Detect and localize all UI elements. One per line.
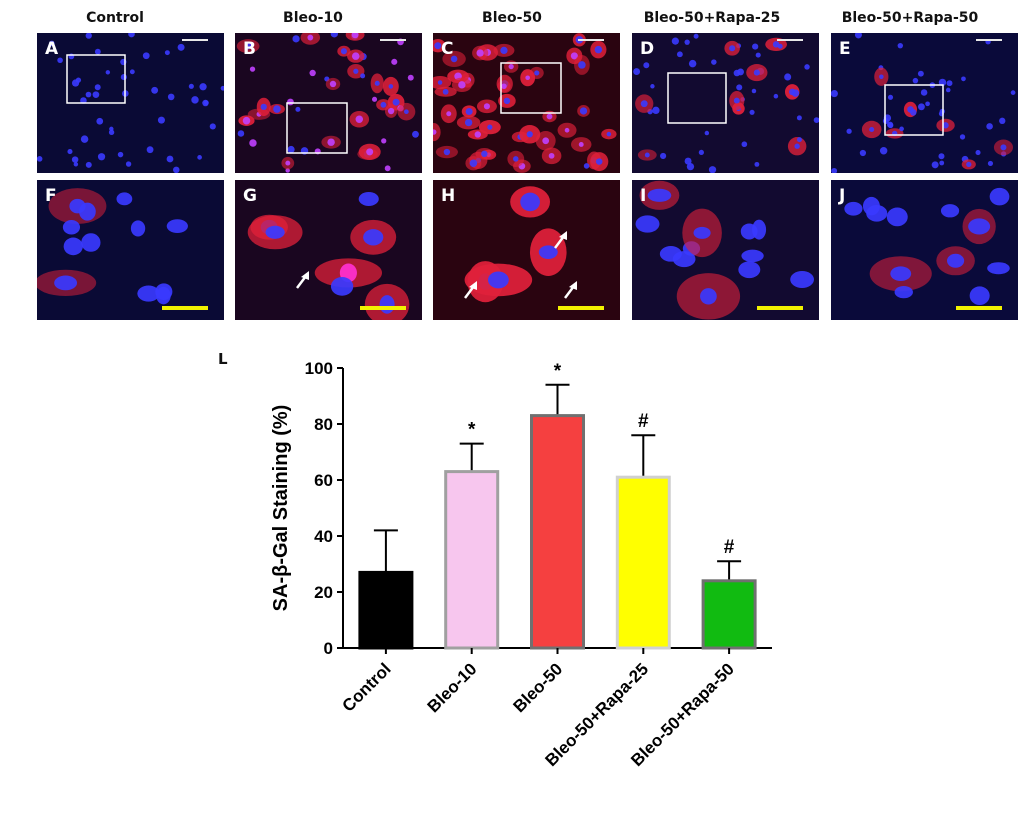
bar-control bbox=[358, 570, 414, 650]
x-tick-label: Bleo-10 bbox=[424, 659, 481, 716]
micrograph-panel-j: J bbox=[831, 180, 1018, 320]
micrograph-panel-b: B bbox=[235, 33, 422, 173]
scale-bar bbox=[956, 306, 1002, 310]
micrograph-panel-c: C bbox=[433, 33, 620, 173]
panel-letter: J bbox=[839, 186, 846, 206]
y-axis-label: SA-β-Gal Staining (%) bbox=[270, 405, 292, 612]
significance-marker: * bbox=[468, 420, 476, 441]
bar-bleo-10 bbox=[444, 470, 500, 650]
micrograph-panel-f: F bbox=[37, 180, 224, 320]
micrograph-panel-i: I bbox=[632, 180, 819, 320]
significance-marker: # bbox=[638, 411, 649, 432]
panel-letter: F bbox=[45, 186, 57, 206]
column-title-bleo-50-rapa-25: Bleo-50+Rapa-25 bbox=[643, 10, 781, 26]
y-tick-label: 0 bbox=[324, 639, 333, 658]
column-title-control: Control bbox=[86, 10, 144, 26]
bar-bleo-50 bbox=[530, 414, 585, 650]
significance-marker: # bbox=[724, 537, 735, 558]
y-tick-label: 100 bbox=[305, 359, 333, 378]
figure-panel-letter: L bbox=[218, 350, 228, 368]
scale-bar bbox=[757, 306, 803, 310]
panel-letter: E bbox=[839, 39, 851, 59]
y-tick-label: 60 bbox=[314, 471, 333, 490]
column-title-bleo-50-rapa-50: Bleo-50+Rapa-50 bbox=[841, 10, 979, 26]
scale-bar bbox=[360, 306, 406, 310]
significance-marker: * bbox=[554, 361, 562, 382]
x-tick-label: Bleo-50 bbox=[509, 659, 566, 716]
panel-letter: C bbox=[441, 39, 454, 59]
micrograph-panel-a: A bbox=[37, 33, 224, 173]
panel-letter: D bbox=[640, 39, 655, 59]
column-title-bleo-50: Bleo-50 bbox=[482, 10, 542, 26]
scale-bar bbox=[558, 306, 604, 310]
micrograph-panel-g: G bbox=[235, 180, 422, 320]
y-tick-label: 20 bbox=[314, 583, 333, 602]
panel-letter: H bbox=[441, 186, 456, 206]
scale-bar bbox=[162, 306, 208, 310]
micrograph-panel-h: H bbox=[433, 180, 620, 320]
arrow-icon bbox=[564, 281, 577, 299]
panel-letter: B bbox=[243, 39, 256, 59]
panel-letter: A bbox=[45, 39, 59, 59]
x-tick-label: Control bbox=[339, 659, 395, 715]
y-tick-label: 40 bbox=[314, 527, 333, 546]
arrow-icon bbox=[464, 281, 477, 299]
column-title-bleo-10: Bleo-10 bbox=[283, 10, 343, 26]
arrow-icon bbox=[296, 271, 309, 289]
y-tick-label: 80 bbox=[314, 415, 333, 434]
arrow-icon bbox=[554, 231, 567, 249]
panel-letter: G bbox=[243, 186, 257, 206]
micrograph-panel-d: D bbox=[632, 33, 819, 173]
bar-bleo-50-rapa-50 bbox=[701, 579, 757, 650]
bar-bleo-50-rapa-25 bbox=[615, 475, 671, 650]
micrograph-panel-e: E bbox=[831, 33, 1018, 173]
panel-letter: I bbox=[640, 186, 647, 206]
